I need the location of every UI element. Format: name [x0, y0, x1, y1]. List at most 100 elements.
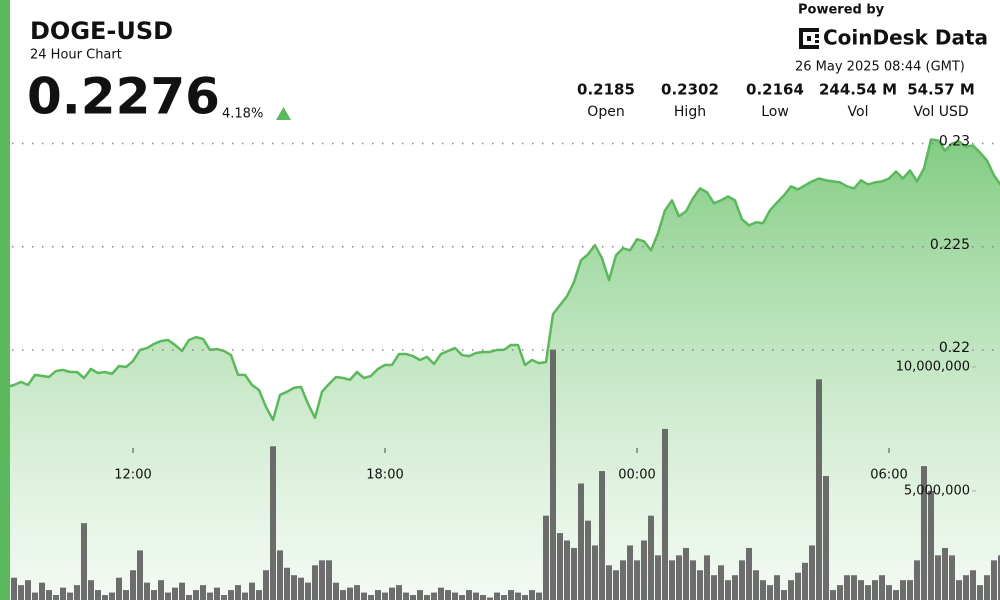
volume-bar [543, 515, 549, 600]
plot: 0.22 0.225 0.23 10,000,000 5,000,000 12:00 18:… [0, 134, 1000, 600]
volume-bar [95, 590, 101, 600]
volume-bar [340, 590, 346, 600]
volume-bar [32, 592, 38, 600]
volume-bar [200, 585, 206, 600]
volume-bar [186, 595, 192, 600]
volume-bar [480, 595, 486, 600]
volume-bar [935, 555, 941, 600]
volume-bar [67, 592, 73, 600]
volume-bar [760, 580, 766, 600]
volume-bar [165, 592, 171, 600]
volume-bar [872, 580, 878, 600]
volume-bar [942, 547, 948, 600]
volume-bar [459, 595, 465, 600]
volume-bar [382, 592, 388, 600]
volume-bar [326, 560, 332, 600]
volume-bar [291, 575, 297, 600]
volume-bar [116, 577, 122, 600]
x-tick-label: 18:00 [366, 468, 403, 483]
volume-bar [466, 590, 472, 600]
volume-bar [578, 483, 584, 600]
accent-bar [0, 0, 10, 600]
volume-bar [438, 587, 444, 600]
volume-bar [865, 585, 871, 600]
volume-bar [921, 466, 927, 600]
volume-bar [431, 592, 437, 600]
volume-bar [284, 567, 290, 600]
volume-bar [802, 562, 808, 600]
volume-bar [270, 446, 276, 600]
volume-bar [620, 560, 626, 600]
volume-bar [858, 580, 864, 600]
volume-bar [60, 587, 66, 600]
volume-bar [914, 560, 920, 600]
volume-bar [515, 592, 521, 600]
change: 4.18% [222, 107, 263, 122]
volume-bar [585, 520, 591, 600]
volume-bar [172, 587, 178, 600]
volume-bar [844, 575, 850, 600]
volume-bar [529, 590, 535, 600]
volume-bar [214, 587, 220, 600]
volume-bar [368, 595, 374, 600]
volume-bar [830, 590, 836, 600]
volume-bar [739, 560, 745, 600]
volume-bar [179, 582, 185, 600]
volume-bar [228, 590, 234, 600]
volume-bar [599, 471, 605, 600]
volume-bar [375, 590, 381, 600]
volume-bar [746, 547, 752, 600]
volume-bar [109, 592, 115, 600]
volume-bar [137, 550, 143, 600]
volume-bar [900, 580, 906, 600]
volume-bar [949, 555, 955, 600]
volume-bar [984, 575, 990, 600]
volume-bar [676, 555, 682, 600]
volume-bar [305, 582, 311, 600]
volume-bar [606, 565, 612, 600]
stat-label: Vol USD [913, 104, 968, 120]
volume-bar [718, 565, 724, 600]
volume-bar [347, 587, 353, 600]
volume-bar [277, 550, 283, 600]
volume-bar [508, 590, 514, 600]
x-tick-label: 12:00 [114, 468, 151, 483]
volume-bar [123, 590, 129, 600]
volume-bar [767, 585, 773, 600]
volume-bar [879, 575, 885, 600]
volume-bar [837, 585, 843, 600]
volume-bar [956, 580, 962, 600]
volume-bar [816, 379, 822, 600]
volume-bar [809, 545, 815, 600]
volume-bar [18, 585, 24, 600]
volume-bar [424, 595, 430, 600]
volume-bar [928, 490, 934, 600]
volume-bar [550, 349, 556, 600]
volume-bar [711, 575, 717, 600]
stat-value: 54.57 M [907, 81, 975, 99]
timestamp: 26 May 2025 08:44 (GMT) [795, 60, 965, 75]
volume-bar [522, 595, 528, 600]
volume-bar [11, 577, 17, 600]
volume-bar [242, 592, 248, 600]
volume-bar [571, 547, 577, 600]
volume-bar [130, 570, 136, 600]
volume-bar [851, 575, 857, 600]
x-tick-label: 06:00 [870, 468, 907, 483]
volume-bar [732, 575, 738, 600]
subtitle: 24 Hour Chart [30, 48, 122, 63]
volume-bar [396, 585, 402, 600]
stat-value: 244.54 M [819, 81, 897, 99]
volume-bar [662, 428, 668, 600]
volume-bar [333, 582, 339, 600]
y-tick-label: 0.22 [939, 340, 970, 356]
volume-bar [690, 560, 696, 600]
powered-by: Powered by [798, 3, 885, 18]
volume-bar [788, 580, 794, 600]
volume-bar [410, 595, 416, 600]
volume-bar [452, 592, 458, 600]
x-tick-label: 00:00 [618, 468, 655, 483]
volume-bar [494, 592, 500, 600]
volume-bar [158, 580, 164, 600]
